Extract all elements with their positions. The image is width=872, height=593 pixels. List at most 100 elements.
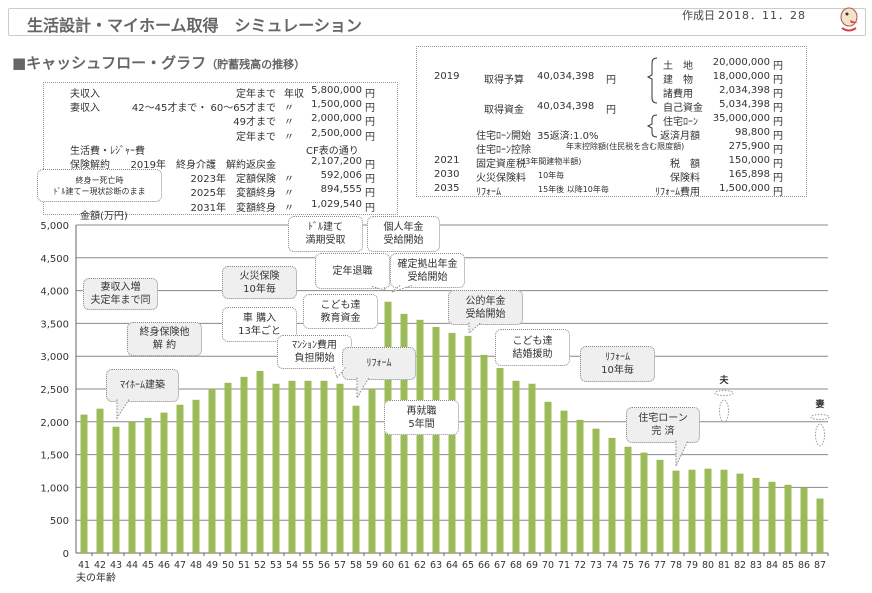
row-desc: 2031年 変額終身 [190,202,276,214]
halo-icon [714,390,734,396]
item-unit: 円 [773,103,783,114]
callout-line: 13年ごと [238,325,281,337]
husband-marker-label: 夫 [719,374,729,386]
x-tick-label: 84 [766,560,778,571]
row-unit: 円 [773,159,783,170]
bar-age-68 [512,380,520,553]
bar-age-66 [480,354,488,553]
bar-age-46 [160,412,168,553]
y-tick-label: 1,500 [40,451,69,462]
bar-age-75 [624,446,632,553]
bar-age-86 [800,487,808,553]
row-unit: 円 [365,160,375,171]
bar-age-79 [688,469,696,553]
bar-age-58 [352,405,360,553]
bar-age-81 [720,469,728,553]
y-tick-label: 0 [63,549,69,560]
bar-age-63 [432,327,440,553]
section-title: ■キャッシュフロー・グラフ [12,54,207,72]
x-tick-label: 49 [206,560,218,571]
bar-age-47 [176,404,184,553]
item-label: 自己資金 [663,103,703,114]
row-unit: 円 [773,145,783,156]
callout-line: 5年間 [408,418,435,430]
wife-marker-label: 妻 [815,398,824,410]
section-subtitle: （貯蓄残高の推移） [206,58,306,71]
row-desc: 42～45才まで・ 60～65才まで [131,103,276,115]
bar-age-55 [304,380,312,553]
row-unit: 円 [365,174,375,186]
x-tick-label: 56 [318,560,330,571]
item-amount: 35,000,000 [712,113,770,124]
callout-fire-insurance: 火災保険 10年毎 [222,266,297,299]
row-amount: 2,000,000 [311,113,362,125]
budget-label: 取得予算 [484,75,524,86]
x-tick-label: 87 [814,560,826,571]
x-tick-label: 50 [222,560,234,571]
x-tick-label: 75 [622,560,634,571]
y-tick-label: 2,000 [40,418,69,429]
bar-age-41 [80,414,88,553]
row-item: 税 額 [670,159,700,170]
callout-line: ﾄﾞﾙ建て [308,222,343,233]
row-label: 保険解約 [70,160,110,171]
callout-dollar: ﾄﾞﾙ建て満期受取 [288,216,363,252]
callout-line: ﾘﾌｫｰﾑ [605,352,630,363]
bar-age-69 [528,383,536,553]
x-tick-label: 85 [782,560,794,571]
row-desc: 2023年 定額保険 [190,174,276,186]
row-amount: 1,500,000 [311,99,362,111]
callout-line: 夫定年まで同 [90,295,151,306]
x-tick-label: 57 [334,560,346,571]
row-amount: 2,107,200 [311,156,362,167]
callout-line: 受給開始 [383,235,424,246]
bar-age-51 [240,376,248,553]
callout-line: ﾘﾌｫｰﾑ [366,358,392,369]
item-unit: 円 [773,61,783,72]
x-tick-label: 66 [478,560,490,571]
callout-line: 完 済 [651,426,675,437]
brace-icon [646,57,658,138]
x-tick-label: 68 [510,560,522,571]
bar-age-72 [576,419,584,553]
item-label: 建 物 [663,75,693,86]
row-amount: 5,800,000 [311,85,362,96]
row-desc: 2019年 終身介護 解約返戻金 [130,160,276,171]
row-amount: 894,555 [320,184,362,196]
x-tick-label: 82 [734,560,746,571]
x-tick-label: 44 [126,560,138,571]
mascot-logo-icon [840,7,858,32]
x-tick-label: 43 [110,560,122,571]
row-label: 生活費・ﾚｼﾞｬｰ費 [70,145,145,157]
section-heading: ■キャッシュフロー・グラフ（貯蓄残高の推移） [12,52,305,73]
callout-line: 受給開始 [465,308,506,320]
x-tick-label: 73 [590,560,602,571]
row-note: 年末控除額(住民税を含む限度額) [566,142,685,151]
item-unit: 円 [773,117,783,128]
x-tick-label: 81 [718,560,730,571]
row-item: ﾘﾌｫｰﾑ費用 [655,187,700,198]
y-tick-label: 3,000 [40,352,69,363]
funds-label: 取得資金 [484,105,524,116]
row-label: 妻収入 [70,103,100,115]
row-amount: 275,900 [728,141,770,152]
row-note: (3年間建物半額) [522,157,582,166]
callout-reemploy: 再就職 5年間 [384,400,459,435]
callout-line: 満期受取 [305,235,346,246]
callout-public-pension: 公的年金 受給開始 [448,290,523,325]
x-tick-label: 76 [638,560,650,571]
y-tick-label: 1,000 [40,483,69,494]
y-tick-label: 4,500 [40,254,69,265]
row-mark: 〃 [284,174,294,186]
callout-insurance-cancel: 終身保険他解 約 [127,322,202,356]
date-label: 作成日 [682,9,715,22]
row-desc: 49才まで [233,117,276,129]
row-unit: 円 [773,187,783,198]
callout-line: 火災保険 [239,270,280,282]
item-amount: 18,000,000 [712,71,770,82]
callout-line: 受給開始 [407,271,448,283]
y-tick-label: 5,000 [40,221,69,232]
row-note: 15年後 以降10年毎 [538,185,609,194]
row-amount: 150,000 [728,155,770,166]
bar-age-76 [640,452,648,553]
